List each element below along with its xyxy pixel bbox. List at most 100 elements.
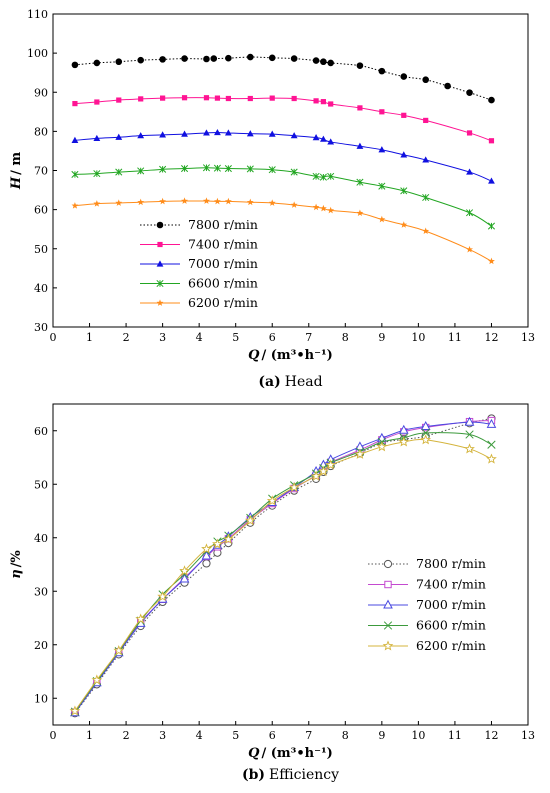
data-point: [466, 89, 473, 96]
legend: 7800 r/min 7400 r/min 7000 r/min 6600 r/min…: [368, 556, 486, 653]
data-point: [246, 165, 254, 173]
data-point: [135, 613, 147, 624]
data-point: [488, 177, 495, 184]
legend-label: 7000 r/min: [188, 256, 258, 271]
legend-marker: [382, 640, 394, 651]
y-tick-label: 80: [34, 125, 48, 138]
x-tick-label: 0: [50, 331, 57, 344]
x-tick-label: 13: [521, 331, 535, 344]
y-tick-label: 60: [34, 425, 48, 438]
data-point: [465, 209, 474, 217]
data-point: [71, 170, 79, 178]
chart-caption: (a) Head: [258, 374, 322, 390]
x-tick-label: 12: [484, 331, 498, 344]
data-point: [93, 134, 101, 142]
data-point: [421, 428, 430, 438]
data-point: [214, 197, 221, 205]
data-point: [398, 424, 409, 434]
x-tick-label: 4: [196, 331, 203, 344]
data-point: [115, 58, 123, 66]
caption-text: Head: [285, 374, 323, 390]
data-point: [138, 96, 144, 102]
x-tick-label: 1: [86, 729, 93, 742]
data-point: [137, 198, 145, 206]
data-point: [268, 166, 276, 174]
data-point: [69, 705, 81, 716]
x-axis-title: Q / (m³•h⁻¹): [248, 746, 333, 761]
data-point: [225, 54, 232, 62]
data-point: [159, 197, 167, 205]
data-point: [310, 470, 322, 481]
data-point: [181, 130, 188, 137]
data-point: [486, 418, 497, 428]
data-point: [202, 164, 211, 172]
data-point: [356, 142, 364, 149]
data-point: [466, 168, 473, 175]
data-point: [422, 193, 430, 202]
data-point: [181, 95, 188, 101]
data-point: [202, 559, 211, 568]
legend: 7800 r/min 7400 r/min 7000 r/min 6600 r/min…: [140, 217, 258, 310]
legend-label: 6200 r/min: [188, 295, 258, 310]
legend-marker: [384, 580, 392, 589]
legend-marker: [156, 221, 164, 229]
legend-label: 7800 r/min: [188, 217, 258, 232]
data-point: [464, 416, 475, 426]
data-point: [246, 198, 254, 206]
y-tick-label: 100: [27, 47, 48, 60]
data-point: [268, 130, 276, 137]
data-point: [203, 197, 210, 204]
x-tick-label: 5: [232, 331, 239, 344]
data-point: [137, 167, 145, 175]
series-line: [74, 56, 492, 101]
data-point: [376, 441, 388, 452]
data-point: [268, 54, 276, 62]
data-point: [378, 67, 386, 75]
data-point: [319, 204, 327, 212]
y-axis-unit: /%: [9, 550, 24, 568]
data-point: [224, 129, 232, 136]
data-point: [201, 550, 212, 560]
data-point: [312, 134, 320, 141]
legend-label: 7800 r/min: [416, 556, 486, 571]
data-point: [327, 172, 335, 180]
caption-text: Efficiency: [269, 767, 339, 783]
x-tick-label: 3: [159, 331, 166, 344]
data-point: [159, 165, 167, 173]
data-point: [268, 199, 276, 206]
y-tick-label: 110: [27, 8, 48, 21]
data-point: [320, 99, 326, 105]
y-tick-label: 60: [34, 204, 48, 217]
data-point: [464, 443, 475, 454]
chart-caption: (b) Efficiency: [242, 767, 339, 783]
x-tick-label: 6: [269, 331, 276, 344]
x-tick-label: 9: [378, 729, 385, 742]
x-tick-label: 1: [86, 331, 93, 344]
data-point: [179, 565, 190, 576]
data-point: [319, 173, 327, 181]
data-point: [488, 257, 495, 265]
data-point: [71, 202, 79, 209]
data-point: [378, 215, 386, 223]
data-point: [212, 538, 223, 549]
data-point: [319, 135, 327, 142]
data-point: [203, 55, 210, 63]
y-axis-symbol: η: [9, 569, 24, 578]
legend-label: 6200 r/min: [416, 638, 486, 653]
x-tick-label: 8: [342, 331, 349, 344]
x-axis-unit: / (m³•h⁻¹): [261, 746, 332, 761]
y-tick-label: 50: [34, 243, 48, 256]
plot-frame: [52, 403, 529, 726]
x-tick-label: 7: [305, 729, 312, 742]
data-point: [320, 58, 327, 66]
legend-label: 7400 r/min: [416, 577, 486, 592]
y-axis-unit: / m: [9, 152, 24, 175]
data-point: [444, 82, 451, 90]
data-point: [71, 61, 79, 69]
legend-marker: [157, 241, 163, 248]
data-point: [422, 227, 430, 235]
data-point: [213, 164, 221, 172]
y-axis-symbol: H: [9, 176, 24, 190]
data-point: [181, 55, 188, 62]
